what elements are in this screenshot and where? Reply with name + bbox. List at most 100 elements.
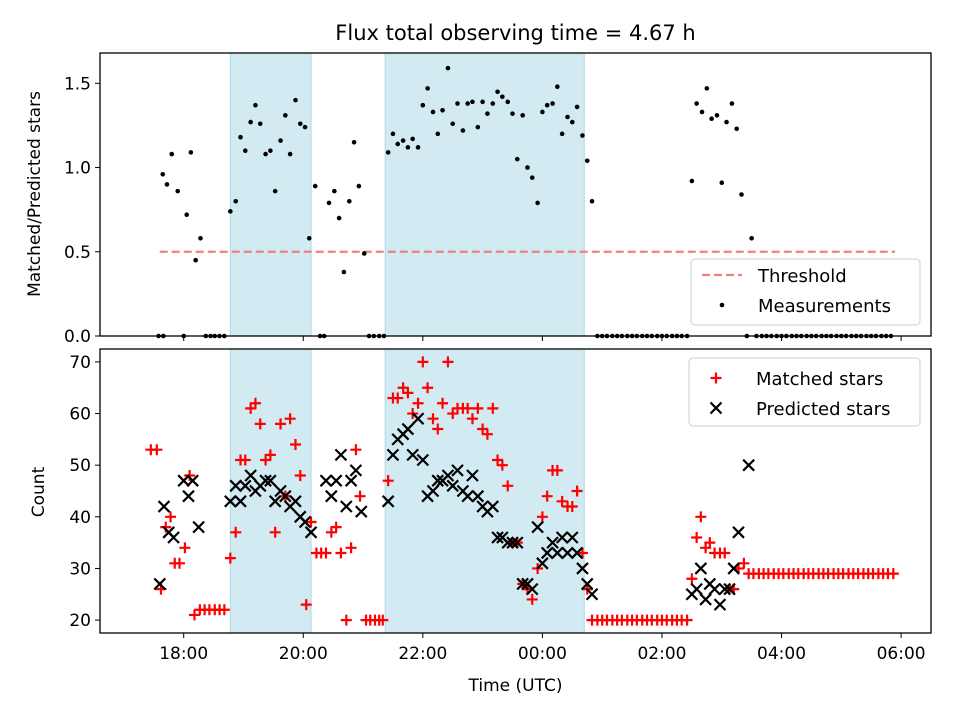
matched-star-point [576, 547, 588, 559]
predicted-star-point [268, 495, 282, 508]
measurement-point [544, 102, 550, 108]
predicted-star-point [325, 489, 338, 503]
measurement-point [164, 182, 170, 187]
predicted-star-point [570, 546, 584, 560]
predicted-star-point [234, 495, 247, 508]
predicted-star-point [319, 474, 333, 487]
measurement-point [336, 215, 342, 221]
matched-star-point [571, 485, 583, 497]
predicted-star-point [580, 577, 594, 591]
predicted-star-point [699, 593, 712, 606]
predicted-star-point [386, 448, 400, 462]
top-axes-frame [99, 52, 932, 337]
shaded-span [384, 348, 585, 634]
matched-star-point [230, 526, 242, 538]
measurement-point [238, 134, 243, 140]
matched-star-point [422, 382, 434, 394]
matched-star-point [887, 568, 899, 580]
matched-star-point [402, 387, 414, 399]
measurement-point [233, 198, 239, 204]
predicted-star-point [182, 489, 195, 503]
legend-predicted-label: Predicted stars [756, 399, 890, 420]
predicted-star-point [264, 474, 277, 487]
predicted-star-point [708, 582, 721, 596]
matched-star-point [289, 439, 301, 451]
predicted-star-point [186, 474, 199, 487]
measurement-point [257, 121, 263, 127]
measurement-point [405, 145, 411, 150]
matched-star-point [260, 454, 272, 466]
legend-matched-swatch [710, 372, 722, 384]
predicted-star-point [555, 531, 569, 544]
legend-predicted-swatch [709, 401, 723, 415]
predicted-star-point [406, 448, 419, 462]
top-y-ticks: 0.0 0.5 1.0 1.5 [64, 74, 100, 347]
measurement-point [470, 99, 475, 105]
measurement-point [312, 183, 318, 189]
predicted-star-point [486, 500, 500, 513]
predicted-star-point [416, 453, 430, 467]
predicted-star-point [585, 587, 599, 601]
measurement-point [361, 251, 367, 256]
predicted-star-point [525, 582, 539, 596]
measurement-point [297, 121, 303, 127]
predicted-star-point [224, 495, 237, 508]
predicted-star-point [732, 526, 745, 539]
x-axis-label: Time (UTC) [468, 676, 563, 696]
predicted-star-point [491, 531, 504, 544]
matched-star-point [695, 511, 707, 523]
predicted-star-point [354, 505, 368, 518]
matched-star-point [330, 521, 342, 533]
matched-star-point [224, 552, 236, 564]
predicted-star-point [431, 474, 445, 487]
matched-star-point [412, 397, 424, 409]
matched-star-point [325, 526, 337, 538]
measurement-point [332, 188, 337, 194]
predicted-star-point [157, 500, 171, 513]
predicted-star-point [334, 448, 348, 462]
matched-star-point [502, 480, 514, 492]
chart-title: Flux total observing time = 4.67 h [335, 21, 695, 45]
matched-star-point [556, 495, 568, 507]
predicted-star-point [329, 474, 343, 487]
measurement-point [169, 151, 175, 157]
measurement-point [550, 101, 555, 106]
bottom-x-tick-label: 18:00 [159, 644, 208, 664]
matched-star-point [492, 454, 504, 466]
matched-star-point [719, 547, 731, 559]
measurement-point [714, 113, 720, 118]
shaded-span [229, 52, 312, 337]
matched-star-point [300, 599, 312, 611]
predicted-star-point [411, 412, 425, 425]
bottom-x-tick-label: 20:00 [279, 644, 328, 664]
matched-star-point [477, 423, 489, 435]
legend-threshold-label: Threshold [757, 266, 847, 287]
measurement-point [160, 171, 166, 177]
bottom-x-tick-label: 00:00 [518, 644, 567, 664]
predicted-star-point [451, 464, 464, 477]
predicted-star-point [259, 474, 272, 487]
measurement-point [529, 175, 535, 180]
predicted-star-point [727, 562, 740, 575]
measurement-point [415, 145, 421, 150]
bottom-x-ticks: 18:00 20:00 22:00 00:00 02:00 04:00 06:00 [159, 633, 926, 664]
legend-x-marker [709, 401, 723, 415]
predicted-star-point [466, 469, 479, 482]
predicted-star-point [718, 582, 732, 596]
top-shaded-spans [229, 52, 585, 337]
matched-star-point [188, 609, 200, 621]
predicted-star-point [516, 577, 529, 591]
measurement-point [395, 141, 401, 147]
measurement-point [505, 99, 511, 105]
measurement-point [263, 151, 268, 157]
predicted-star-point [540, 546, 554, 560]
predicted-star-point [381, 495, 395, 508]
predicted-star-point [446, 479, 460, 493]
matched-star-point [320, 547, 332, 559]
bottom-legend-box [688, 357, 921, 427]
measurement-point [485, 111, 490, 116]
bottom-x-tick-label: 22:00 [398, 644, 447, 664]
measurement-point [490, 101, 496, 106]
matched-star-point [151, 444, 163, 456]
measurement-point [465, 101, 470, 106]
